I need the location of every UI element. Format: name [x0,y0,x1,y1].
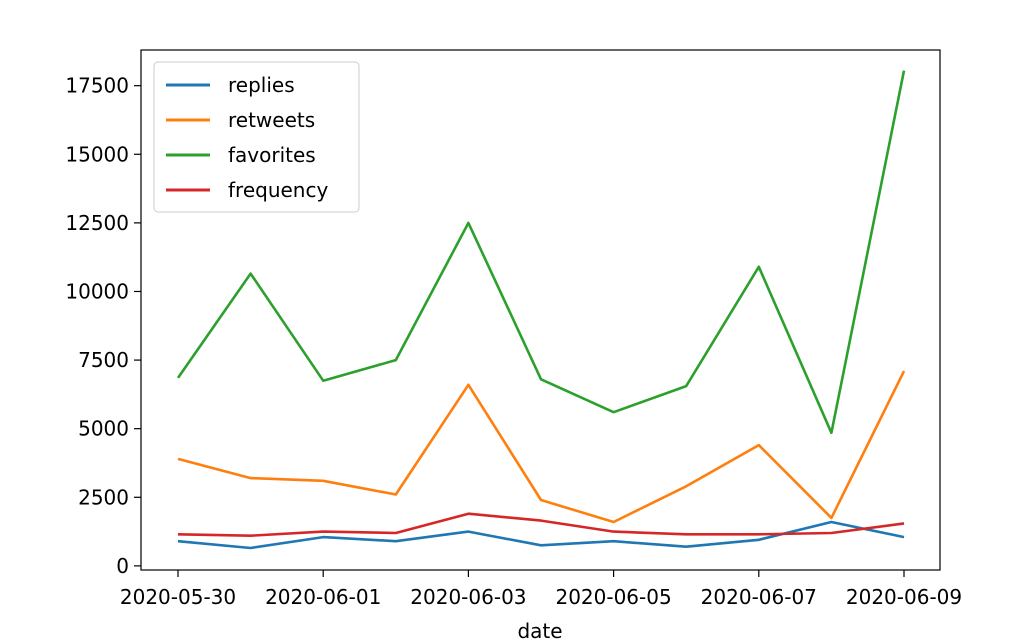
y-tick-label: 17500 [65,74,129,98]
y-axis: 0 2500 5000 7500 10000 12500 15000 17500 [65,74,141,578]
x-axis: 2020-05-30 2020-06-01 2020-06-03 2020-06-05… [120,570,962,609]
legend-label-replies: replies [228,73,295,97]
plot-frame [140,49,941,571]
y-tick-label: 2500 [78,485,129,509]
x-tick-label: 2020-06-03 [410,585,526,609]
legend-label-favorites: favorites [228,143,316,167]
x-tick-label: 2020-06-05 [555,585,671,609]
y-tick-label: 15000 [65,142,129,166]
y-tick-label: 5000 [78,417,129,441]
legend-label-frequency: frequency [228,178,328,202]
x-tick-label: 2020-06-07 [701,585,817,609]
y-tick-label: 7500 [78,348,129,372]
x-tick-label: 2020-06-01 [265,585,381,609]
legend-box [153,61,360,213]
y-tick-label: 0 [116,554,129,578]
y-tick-label: 10000 [65,279,129,303]
y-tick-label: 12500 [65,211,129,235]
series-line-frequency [177,512,905,538]
legend: replies retweets favorites frequency [153,61,360,213]
legend-label-retweets: retweets [228,108,315,132]
x-tick-label: 2020-06-09 [846,585,962,609]
series-line-favorites [176,70,906,435]
x-tick-label: 2020-05-30 [120,585,236,609]
x-axis-title: date [517,619,562,640]
series-line-retweets [177,370,906,524]
series-layer [176,70,906,550]
